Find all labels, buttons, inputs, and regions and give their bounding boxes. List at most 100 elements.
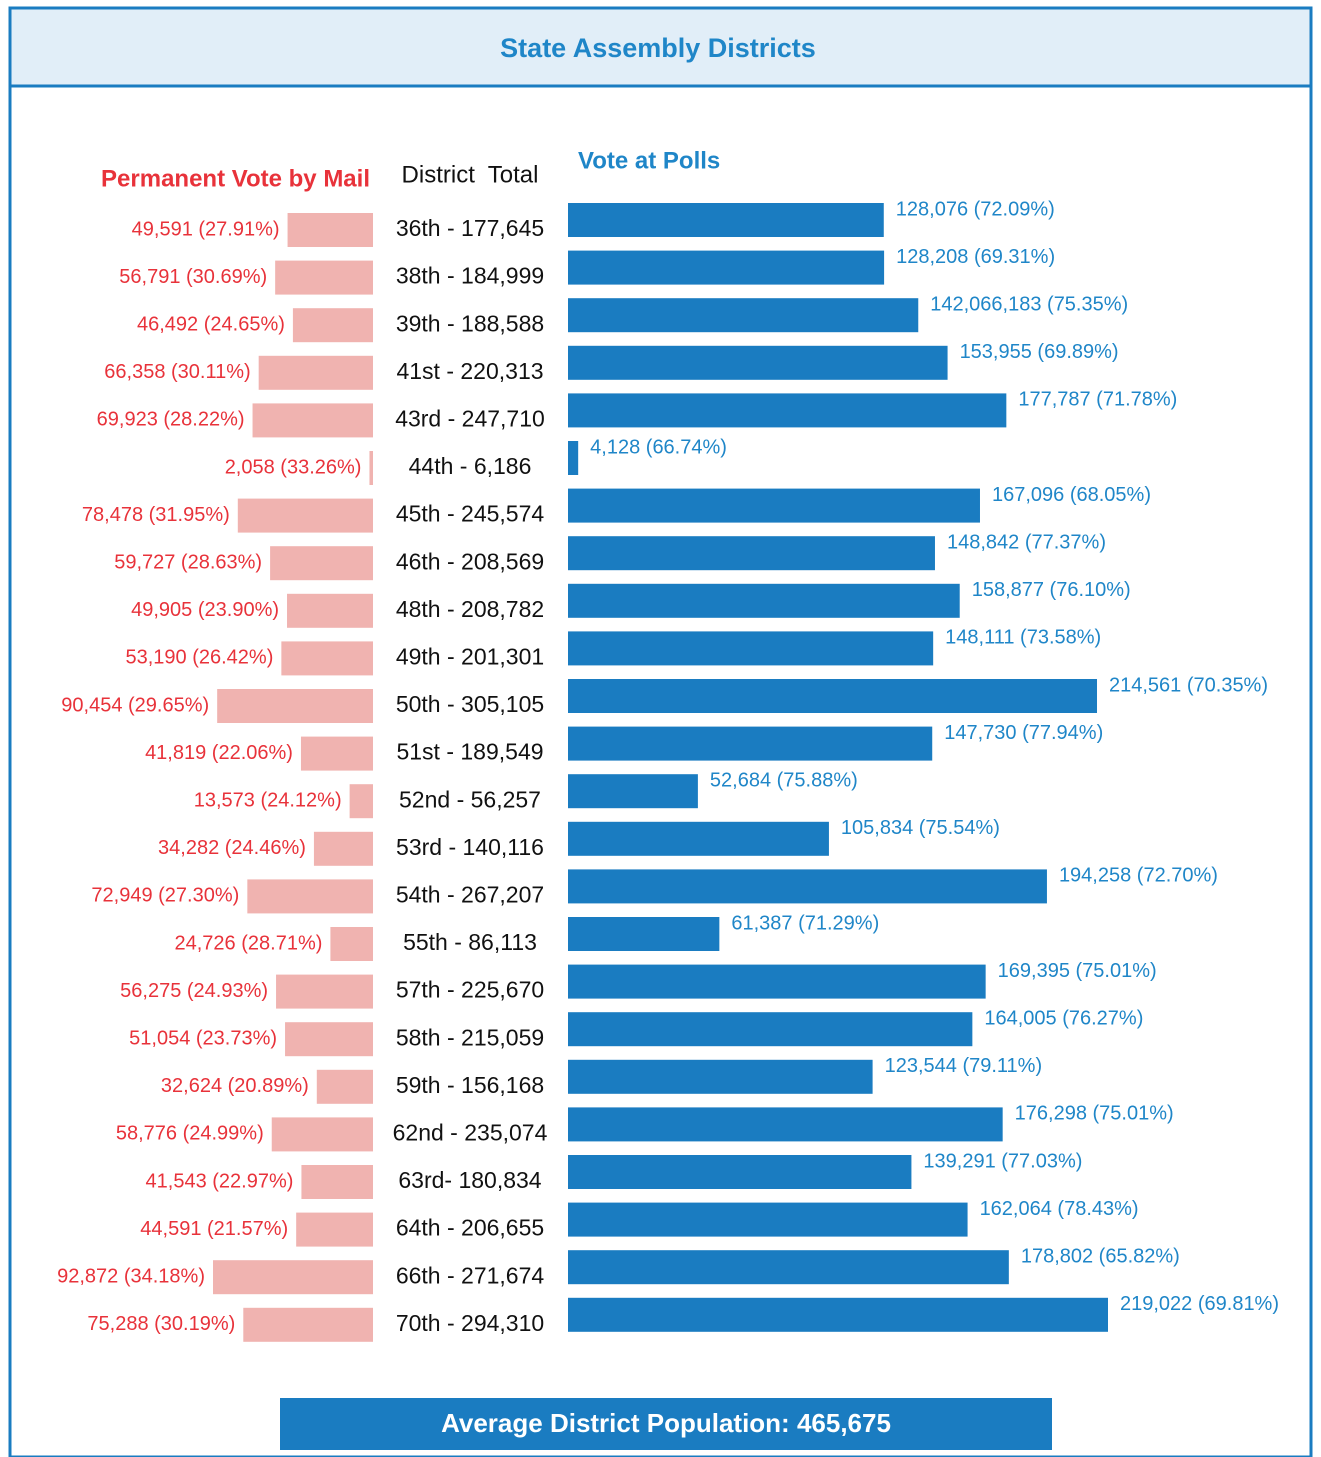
value-label: 78,478 (31.95%) — [82, 504, 230, 526]
category-label: 48th - 208,782 — [396, 596, 544, 622]
value-label: 56,791 (30.69%) — [119, 266, 267, 288]
column-header: Vote at Polls — [578, 147, 720, 174]
bar — [300, 736, 373, 771]
category-label: 58th - 215,059 — [396, 1024, 544, 1050]
value-label: 128,076 (72.09%) — [896, 198, 1055, 220]
value-label: 61,387 (71.29%) — [731, 912, 879, 934]
value-label: 167,096 (68.05%) — [992, 484, 1151, 506]
bar — [316, 1069, 373, 1104]
footer-band — [280, 1398, 1052, 1450]
bar — [237, 498, 373, 533]
value-label: 49,905 (23.90%) — [131, 599, 279, 621]
value-label: 214,561 (70.35%) — [1109, 674, 1268, 696]
bar — [568, 1059, 873, 1094]
bar — [330, 927, 373, 961]
category-label: 57th - 225,670 — [396, 977, 544, 1003]
category-label: 39th - 188,588 — [396, 310, 544, 336]
value-label: 128,208 (69.31%) — [896, 246, 1055, 268]
value-label: 13,573 (24.12%) — [194, 789, 342, 811]
value-label: 148,111 (73.58%) — [945, 627, 1101, 649]
value-label: 75,288 (30.19%) — [87, 1313, 235, 1335]
bar — [568, 203, 884, 237]
bar — [247, 879, 373, 914]
value-label: 34,282 (24.46%) — [158, 837, 306, 859]
column-header: District Total — [402, 161, 539, 188]
category-label: 64th - 206,655 — [396, 1215, 544, 1241]
bar — [568, 774, 698, 809]
bar — [568, 679, 1098, 713]
column-header: Permanent Vote by Mail — [101, 165, 370, 192]
bar — [568, 298, 919, 333]
value-label: 59,727 (28.63%) — [114, 551, 262, 573]
value-label: 2,058 (33.26%) — [225, 456, 362, 478]
value-label: 56,275 (24.93%) — [120, 980, 268, 1002]
category-label: 41st - 220,313 — [396, 358, 543, 384]
category-label: 52nd - 56,257 — [399, 786, 541, 812]
footer: Average District Population: 465,675 — [441, 1408, 891, 1438]
category-label: 62nd - 235,074 — [393, 1119, 548, 1145]
bar — [568, 869, 1047, 904]
value-label: 90,454 (29.65%) — [61, 694, 209, 716]
category-label: 44th - 6,186 — [409, 453, 532, 479]
category-label: 63rd- 180,834 — [398, 1167, 541, 1193]
category-label: 49th - 201,301 — [396, 643, 544, 669]
value-label: 147,730 (77.94%) — [944, 722, 1103, 744]
bar — [252, 403, 373, 438]
value-label: 194,258 (72.70%) — [1059, 865, 1218, 887]
value-label: 49,591 (27.91%) — [132, 218, 280, 240]
value-label: 46,492 (24.65%) — [137, 313, 285, 335]
bar — [349, 784, 373, 819]
category-label: 66th - 271,674 — [396, 1262, 545, 1288]
category-label: 36th - 177,645 — [396, 215, 544, 241]
bar — [568, 250, 885, 285]
value-label: 164,005 (76.27%) — [984, 1007, 1143, 1029]
value-label: 66,358 (30.11%) — [104, 361, 250, 383]
value-label: 153,955 (69.89%) — [960, 341, 1119, 363]
bar — [568, 583, 960, 618]
bar — [568, 488, 980, 523]
bar — [243, 1307, 373, 1342]
value-label: 92,872 (34.18%) — [57, 1265, 205, 1287]
value-label: 178,802 (65.82%) — [1021, 1245, 1180, 1267]
value-label: 176,298 (75.01%) — [1015, 1103, 1174, 1125]
value-label: 177,787 (71.78%) — [1018, 389, 1177, 411]
category-label: 51st - 189,549 — [396, 739, 543, 765]
bar — [276, 974, 373, 1009]
bar — [287, 213, 373, 247]
category-label: 45th - 245,574 — [396, 501, 545, 527]
category-label: 54th - 267,207 — [396, 881, 544, 907]
category-label: 50th - 305,105 — [396, 691, 544, 717]
bar — [296, 1212, 373, 1247]
category-label: 70th - 294,310 — [396, 1310, 544, 1336]
value-label: 105,834 (75.54%) — [841, 817, 1000, 839]
bar — [568, 631, 934, 666]
bar — [568, 726, 933, 761]
bar — [568, 393, 1007, 428]
bar — [301, 1165, 373, 1199]
value-label: 148,842 (77.37%) — [947, 531, 1106, 553]
bar — [568, 345, 948, 380]
bar — [568, 821, 829, 856]
value-label: 72,949 (27.30%) — [91, 885, 239, 907]
value-label: 123,544 (79.11%) — [885, 1055, 1043, 1077]
bar — [568, 1297, 1108, 1332]
value-label: 69,923 (28.22%) — [97, 409, 245, 431]
value-label: 142,066,183 (75.35%) — [930, 293, 1128, 315]
value-label: 44,591 (21.57%) — [140, 1218, 288, 1240]
bar — [270, 546, 373, 581]
bar — [313, 831, 373, 866]
value-label: 41,543 (22.97%) — [146, 1170, 294, 1192]
bar — [568, 1155, 912, 1189]
bar — [281, 641, 373, 676]
category-label: 43rd - 247,710 — [395, 405, 545, 431]
value-label: 41,819 (22.06%) — [145, 742, 293, 764]
header-band — [8, 6, 1313, 88]
value-label: 52,684 (75.88%) — [710, 769, 858, 791]
category-label: 46th - 208,569 — [396, 548, 544, 574]
bar — [217, 689, 373, 723]
bar — [285, 1022, 373, 1057]
bar — [258, 355, 373, 390]
bar — [292, 308, 373, 343]
category-label: 38th - 184,999 — [396, 263, 544, 289]
